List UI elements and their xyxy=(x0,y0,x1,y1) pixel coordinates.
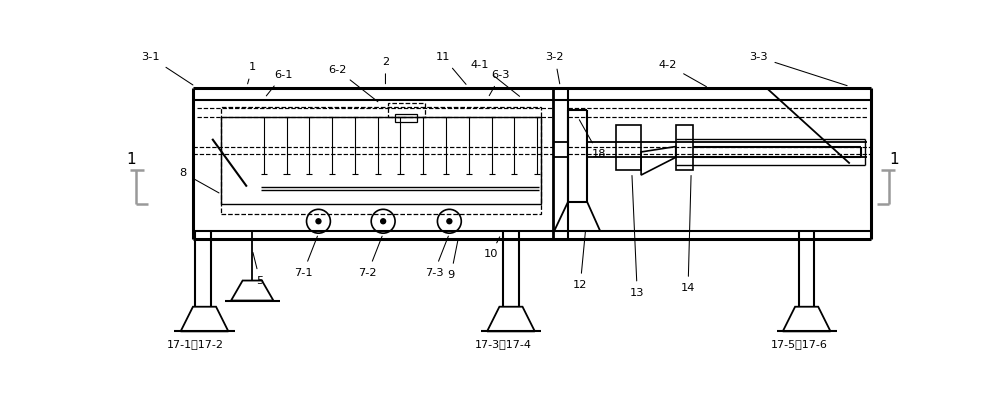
Text: 13: 13 xyxy=(630,176,644,298)
Text: 6-2: 6-2 xyxy=(328,64,378,102)
Bar xyxy=(388,104,425,117)
Bar xyxy=(676,125,693,170)
Circle shape xyxy=(316,219,321,224)
Bar xyxy=(616,125,641,170)
Text: 17-3、17-4: 17-3、17-4 xyxy=(475,339,532,349)
Text: 10: 10 xyxy=(484,237,500,259)
Text: 3-2: 3-2 xyxy=(546,52,564,84)
Circle shape xyxy=(447,219,452,224)
Text: 7-1: 7-1 xyxy=(294,236,317,278)
Text: 8: 8 xyxy=(179,168,219,193)
Text: 17-5、17-6: 17-5、17-6 xyxy=(771,339,827,349)
Text: 3-1: 3-1 xyxy=(141,52,193,85)
Circle shape xyxy=(381,219,386,224)
Text: 7-2: 7-2 xyxy=(358,236,382,278)
Text: 6-3: 6-3 xyxy=(489,70,510,96)
Bar xyxy=(221,117,541,204)
Text: 1: 1 xyxy=(127,152,136,167)
Text: 6-1: 6-1 xyxy=(266,70,292,96)
Text: 2: 2 xyxy=(382,57,389,84)
Text: 1: 1 xyxy=(889,152,898,167)
Text: 4-2: 4-2 xyxy=(659,60,706,87)
Text: 11: 11 xyxy=(436,52,466,84)
Text: 9: 9 xyxy=(447,239,458,280)
Text: 12: 12 xyxy=(573,232,587,290)
Text: 7-3: 7-3 xyxy=(425,236,448,278)
Bar xyxy=(221,107,541,214)
Bar xyxy=(395,114,417,122)
Text: 3-3: 3-3 xyxy=(750,52,847,86)
Text: 14: 14 xyxy=(681,176,695,293)
Text: 4-1: 4-1 xyxy=(471,60,520,96)
Text: 18: 18 xyxy=(579,120,606,159)
Text: 17-1、17-2: 17-1、17-2 xyxy=(167,339,224,349)
Text: 5: 5 xyxy=(253,252,264,286)
Text: 1: 1 xyxy=(248,62,256,84)
